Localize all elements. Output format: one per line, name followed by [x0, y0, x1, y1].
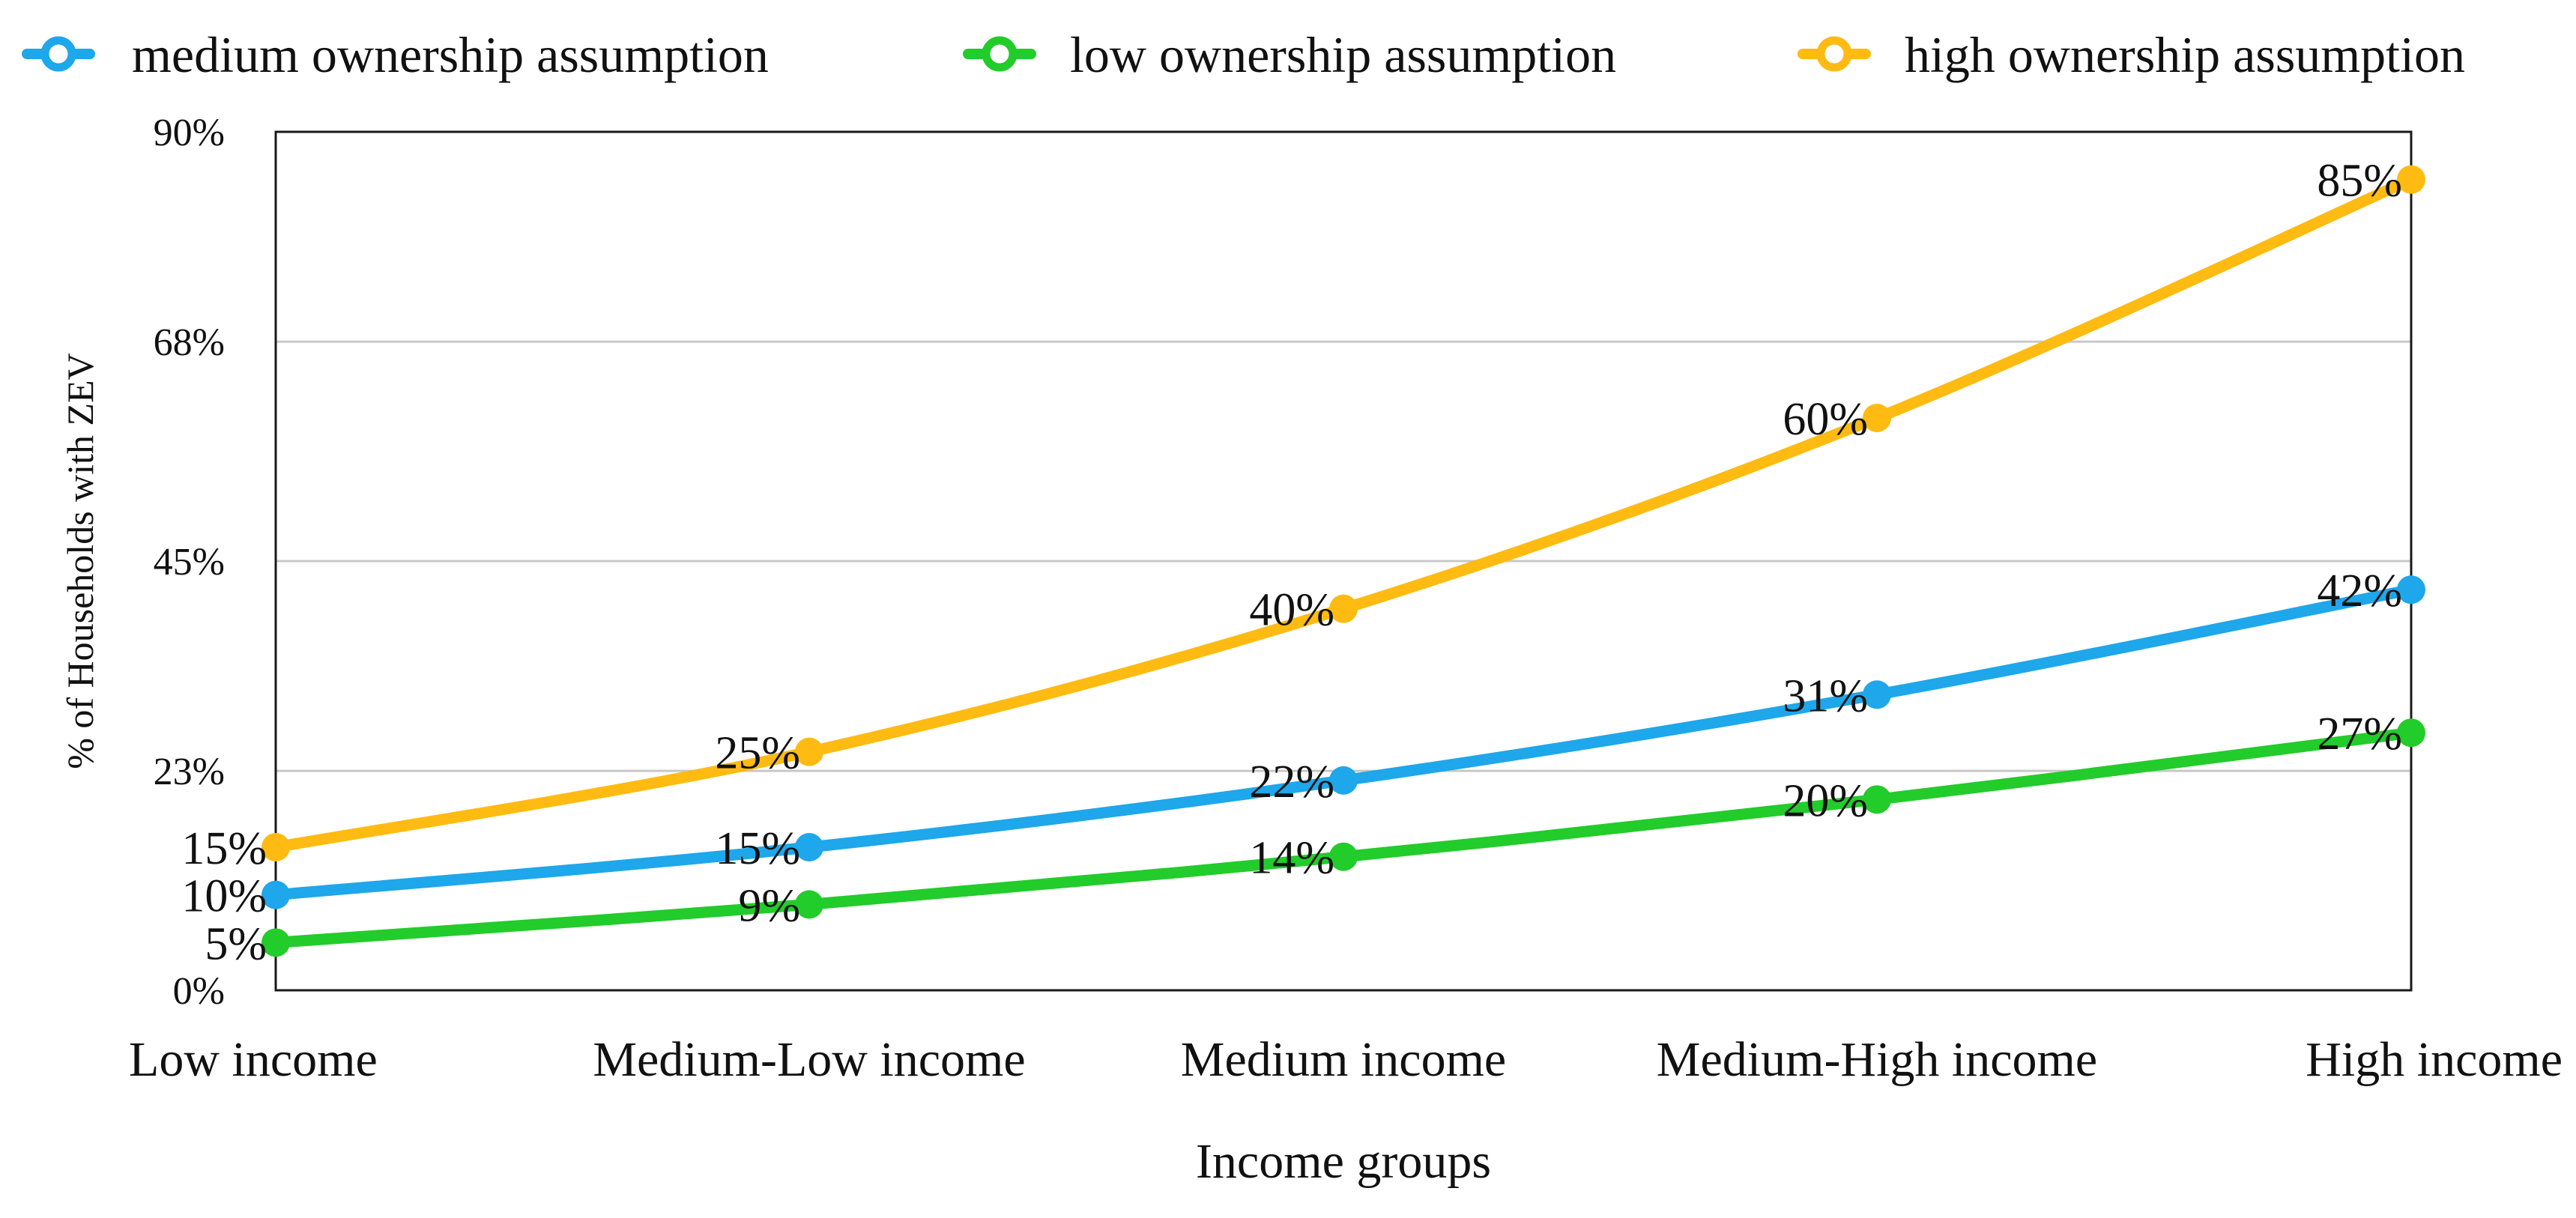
- y-tick-label: 23%: [154, 751, 225, 793]
- series-high-point: [795, 737, 823, 766]
- series-high-data-label: 85%: [2317, 156, 2402, 207]
- y-tick-label: 0%: [173, 970, 225, 1013]
- series-high-line: [270, 174, 2417, 853]
- x-axis-ticks: Low income Medium-Low income Medium income…: [129, 1032, 2563, 1087]
- x-category-label: Medium-High income: [1657, 1032, 2097, 1087]
- series-medium-data-label: 15%: [715, 823, 800, 874]
- series-high-data-label: 25%: [715, 728, 800, 779]
- series-medium-data-label: 22%: [1249, 757, 1334, 808]
- legend-item-low: low ownership assumption: [963, 26, 1616, 83]
- series-high-data-label: 40%: [1249, 585, 1334, 636]
- series-high-data-label: 60%: [1783, 394, 1868, 445]
- series-medium-point: [261, 880, 290, 909]
- series-medium-data-label: 10%: [181, 871, 267, 922]
- y-tick-label: 68%: [154, 321, 225, 364]
- series-low-line: [270, 727, 2417, 948]
- series-low-data-label: 14%: [1249, 833, 1334, 884]
- x-axis-title: Income groups: [1196, 1134, 1491, 1189]
- x-category-label: Medium income: [1181, 1032, 1506, 1087]
- legend-item-medium: medium ownership assumption: [22, 26, 769, 83]
- x-category-label: Low income: [129, 1032, 378, 1087]
- legend-item-high: high ownership assumption: [1798, 26, 2465, 83]
- series-medium-data-label: 42%: [2317, 566, 2402, 616]
- series-medium-data-label: 31%: [1783, 670, 1868, 721]
- series-medium-point: [2397, 575, 2425, 605]
- legend-circle-marker: [982, 36, 1018, 72]
- plot-area-frame: [274, 130, 2413, 992]
- series-medium-point: [1863, 680, 1891, 709]
- y-tick-label: 90%: [154, 112, 225, 154]
- series-low-data-label: 9%: [738, 880, 800, 931]
- y-axis-title: % of Households with ZEV: [59, 353, 101, 769]
- series-low-data-label: 27%: [2317, 709, 2402, 760]
- series-high-ownership: 15% 25% 40% 60% 85%: [181, 156, 2425, 874]
- legend-circle-marker: [1816, 36, 1852, 72]
- y-axis-ticks: 0% 23% 45% 68% 90%: [154, 112, 225, 1013]
- series-low-point: [1329, 842, 1358, 871]
- y-tick-label: 45%: [154, 541, 225, 584]
- legend: medium ownership assumption low ownership…: [22, 26, 2465, 83]
- series-layer: 10%15%22%31%42%5%9%14%20%27%15%25%40%60%…: [181, 156, 2425, 969]
- series-low-point: [1863, 785, 1891, 814]
- series-low-point: [261, 928, 290, 957]
- series-low-data-label: 20%: [1783, 775, 1868, 826]
- series-medium-point: [795, 833, 823, 861]
- series-high-point: [1863, 404, 1891, 432]
- legend-label: high ownership assumption: [1905, 26, 2465, 83]
- legend-label: low ownership assumption: [1070, 26, 1616, 83]
- legend-circle-marker: [40, 36, 76, 72]
- grid-lines: [276, 340, 2411, 772]
- series-low-data-label: 5%: [205, 918, 267, 969]
- x-category-label: Medium-Low income: [593, 1032, 1025, 1087]
- series-low-ownership: 5% 9% 14% 20% 27%: [205, 709, 2425, 969]
- series-high-point: [1329, 594, 1358, 623]
- x-category-label: High income: [2306, 1032, 2563, 1087]
- series-low-point: [2397, 718, 2425, 748]
- series-high-point: [261, 833, 290, 861]
- series-high-point: [2397, 165, 2425, 194]
- series-high-data-label: 15%: [181, 823, 267, 874]
- legend-label: medium ownership assumption: [132, 26, 769, 83]
- series-low-point: [795, 890, 823, 919]
- series-medium-point: [1329, 766, 1358, 795]
- series-medium-ownership: 10%15%22%31%42%: [181, 566, 2425, 922]
